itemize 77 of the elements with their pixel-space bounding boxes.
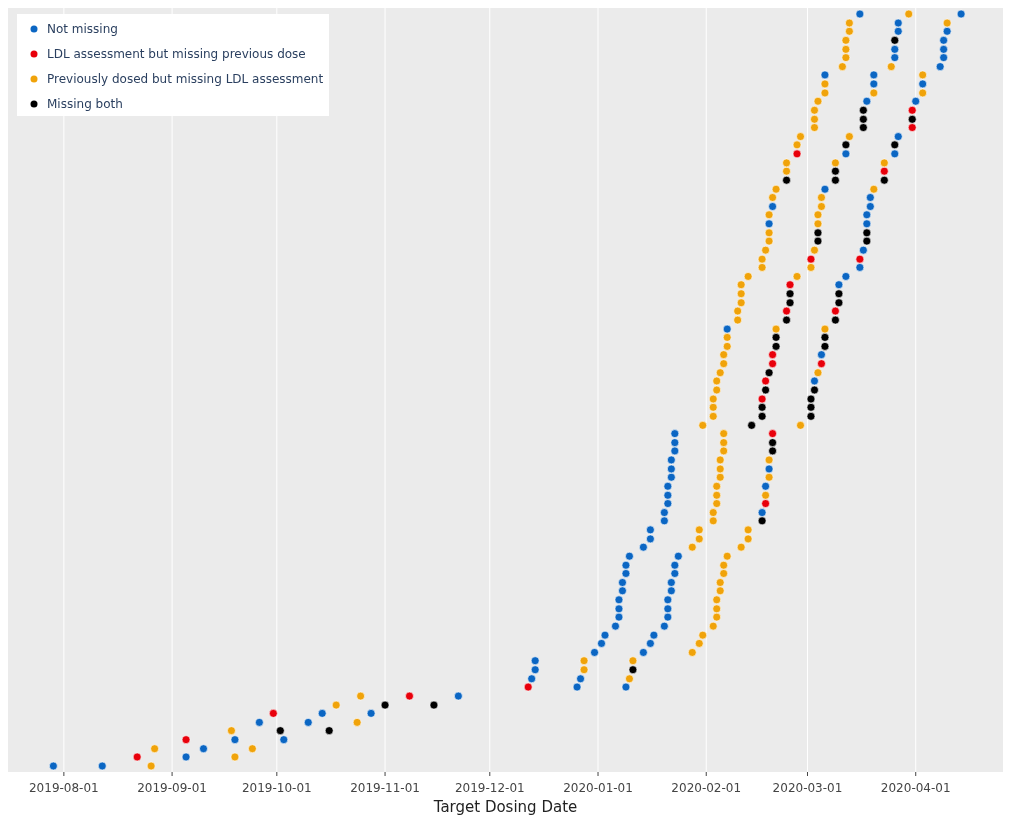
point [831, 315, 840, 325]
x-tick-label: 2020-04-01 [880, 781, 951, 795]
legend-label: LDL assessment but missing previous dose [47, 47, 306, 61]
point [181, 735, 191, 744]
x-axis-title: Target Dosing Date [432, 798, 578, 816]
point [880, 175, 889, 185]
point [132, 752, 142, 762]
point [324, 726, 334, 735]
x-tick-label: 2019-10-01 [241, 781, 312, 795]
point [907, 105, 917, 115]
point [806, 403, 816, 412]
point [841, 140, 851, 150]
point [806, 412, 816, 421]
point [806, 254, 816, 264]
point [890, 36, 900, 45]
point [907, 123, 917, 132]
point [782, 306, 791, 316]
point [785, 298, 795, 308]
point [820, 333, 830, 342]
point [782, 315, 791, 325]
point [768, 429, 777, 438]
x-tick-label: 2019-09-01 [137, 781, 207, 795]
point [831, 175, 840, 185]
point [813, 228, 823, 238]
x-tick-label: 2019-11-01 [350, 781, 420, 795]
x-tick-label: 2020-01-01 [563, 781, 633, 795]
point [761, 376, 770, 386]
point [276, 726, 285, 735]
legend-label: Not missing [47, 22, 118, 36]
point [761, 499, 770, 508]
point [810, 385, 819, 395]
point [859, 123, 868, 132]
point [747, 421, 756, 430]
point [429, 700, 439, 710]
point [862, 228, 872, 238]
point [782, 175, 791, 185]
point [757, 403, 767, 412]
point [761, 385, 770, 395]
legend-label: Previously dosed but missing LDL assessment [47, 72, 324, 86]
point [628, 665, 638, 675]
x-tick-label: 2020-02-01 [671, 781, 742, 795]
point [768, 446, 777, 456]
point [855, 254, 865, 264]
point [269, 709, 278, 718]
point [859, 105, 868, 115]
point [831, 166, 840, 176]
x-tick-label: 2019-12-01 [454, 781, 525, 795]
point [820, 342, 830, 351]
legend-label: Missing both [47, 97, 123, 111]
point [806, 394, 816, 404]
point [792, 149, 802, 159]
point [757, 412, 767, 421]
point [405, 691, 414, 701]
point [768, 350, 777, 359]
point [771, 333, 781, 342]
point [890, 140, 900, 150]
point [907, 114, 917, 124]
point [523, 682, 533, 692]
point [757, 516, 767, 526]
point [768, 438, 777, 447]
point [785, 280, 795, 290]
point [834, 298, 844, 308]
point [813, 236, 823, 246]
point [785, 289, 795, 299]
point [862, 236, 872, 246]
point [817, 359, 826, 368]
point [380, 700, 390, 710]
point [831, 306, 840, 316]
x-tick-label: 2019-08-01 [28, 781, 99, 795]
x-tick-label: 2020-03-01 [772, 781, 843, 795]
point [859, 114, 868, 124]
point [764, 368, 774, 377]
point [880, 166, 889, 176]
point [757, 394, 767, 404]
point [771, 342, 781, 351]
point [768, 359, 777, 368]
point [834, 289, 844, 299]
